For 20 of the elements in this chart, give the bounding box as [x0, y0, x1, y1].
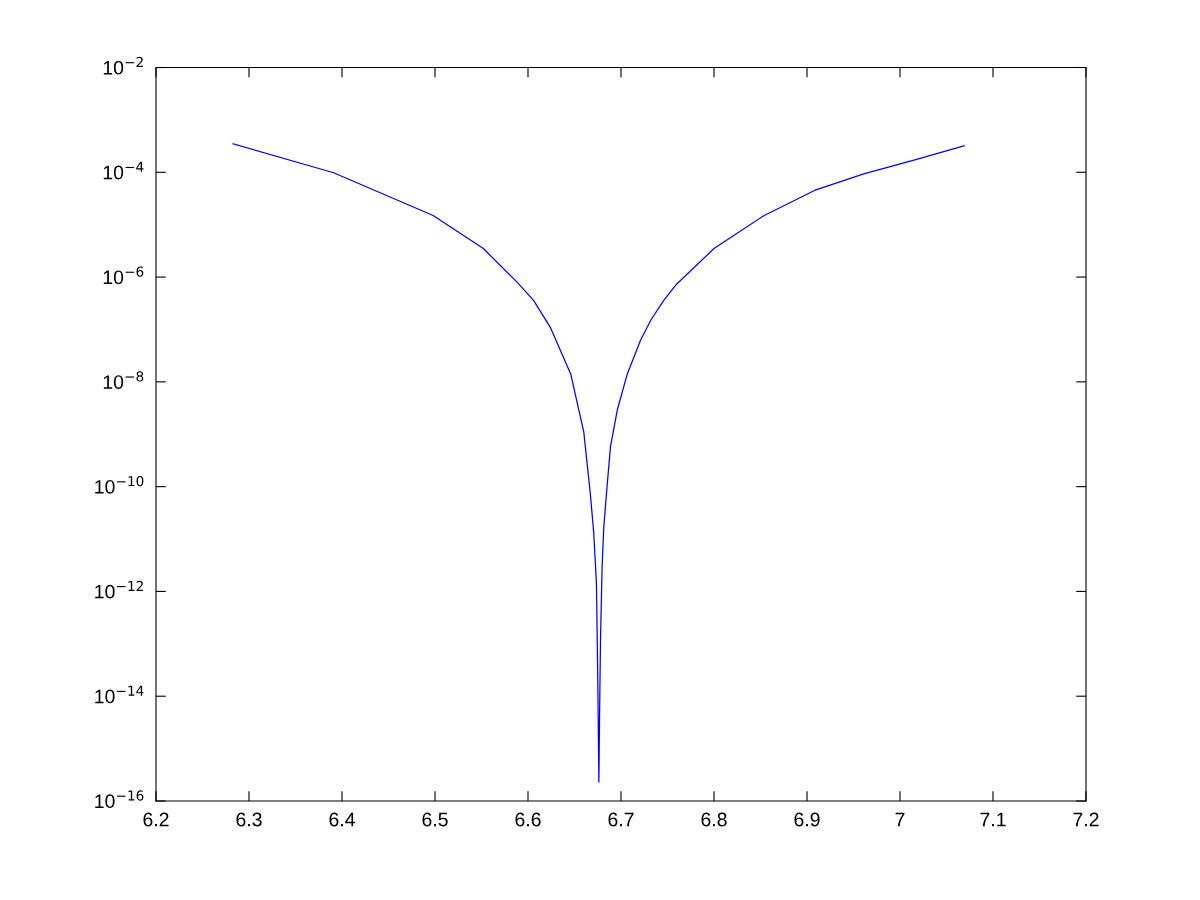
y-tick-label: 10$^{−4}$	[103, 161, 144, 180]
x-tick-label: 6.7	[608, 812, 634, 827]
x-tick-label: 6.9	[794, 812, 820, 827]
x-tick-label: 7.1	[980, 812, 1006, 827]
x-tick-label: 6.2	[143, 812, 169, 827]
y-tick-label: 10$^{−14}$	[95, 685, 144, 704]
y-tick-label: 10$^{−16}$	[95, 790, 144, 809]
y-tick-label: 10$^{−8}$	[103, 371, 144, 389]
x-tick-label: 7.2	[1073, 812, 1099, 827]
x-tick-label: 6.8	[701, 812, 727, 827]
x-tick-label: 7	[895, 812, 905, 827]
x-tick-label: 6.6	[515, 812, 541, 827]
y-tick-label: 10$^{−10}$	[95, 475, 144, 494]
x-tick-label: 6.5	[422, 812, 448, 827]
y-tick-label: 10$^{−6}$	[103, 266, 144, 285]
line-series	[232, 143, 965, 783]
y-tick-label: 10$^{−2}$	[103, 56, 143, 75]
x-tick-label: 6.3	[236, 812, 262, 827]
x-tick-label: 6.4	[329, 812, 355, 827]
y-tick-label: 10$^{−12}$	[95, 580, 143, 599]
